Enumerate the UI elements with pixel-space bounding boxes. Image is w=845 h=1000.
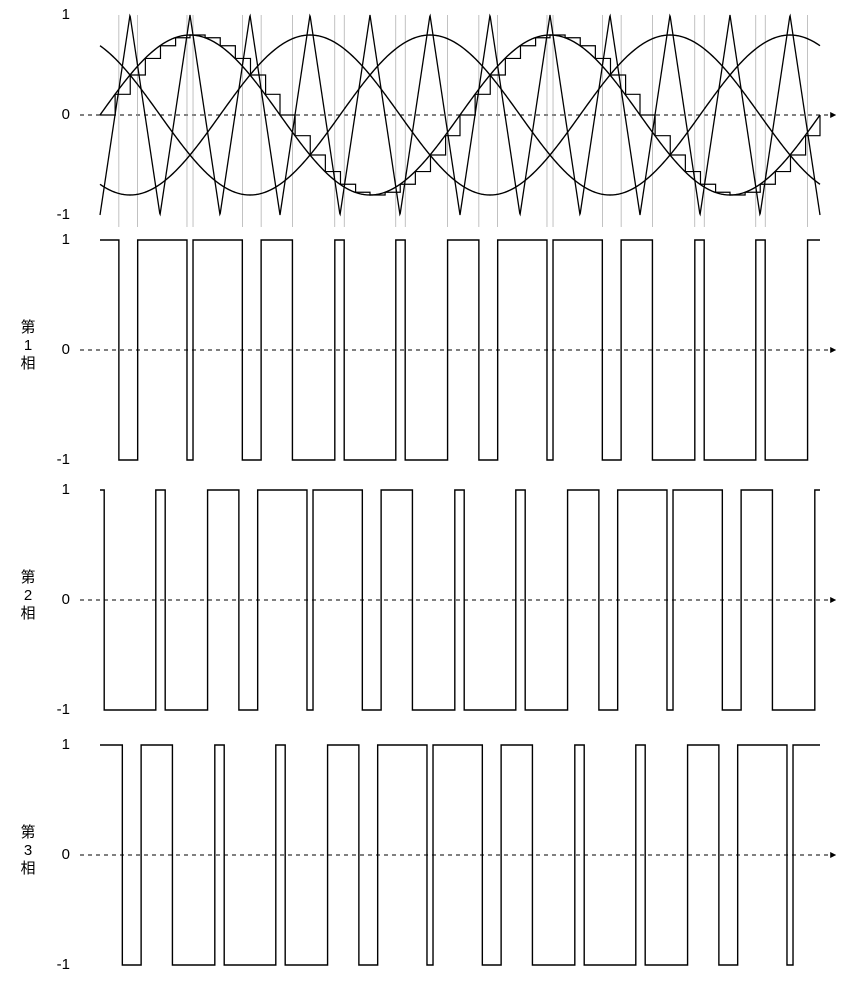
panel-title: 相 bbox=[20, 355, 35, 372]
y-tick-label: 1 bbox=[62, 481, 70, 498]
panel-title: 2 bbox=[24, 587, 32, 604]
panel-title: 3 bbox=[24, 842, 32, 859]
y-tick-label: 1 bbox=[62, 736, 70, 753]
y-tick-label: 0 bbox=[62, 846, 70, 863]
panel-title: 1 bbox=[24, 337, 32, 354]
y-tick-label: -1 bbox=[57, 206, 70, 223]
panel-title: 相 bbox=[20, 860, 35, 877]
pwm-modulation-figure: 10-110-1第1相10-1第2相10-1第3相 bbox=[0, 0, 845, 1000]
y-tick-label: 1 bbox=[62, 6, 70, 23]
y-tick-label: 0 bbox=[62, 341, 70, 358]
panel-title: 第 bbox=[20, 823, 35, 841]
y-tick-label: 1 bbox=[62, 231, 70, 248]
panel-title: 第 bbox=[20, 568, 35, 586]
y-tick-label: -1 bbox=[57, 701, 70, 718]
y-tick-label: 0 bbox=[62, 106, 70, 123]
y-tick-label: -1 bbox=[57, 956, 70, 973]
y-tick-label: 0 bbox=[62, 591, 70, 608]
y-tick-label: -1 bbox=[57, 451, 70, 468]
panel-title: 相 bbox=[20, 605, 35, 622]
panel-title: 第 bbox=[20, 318, 35, 336]
